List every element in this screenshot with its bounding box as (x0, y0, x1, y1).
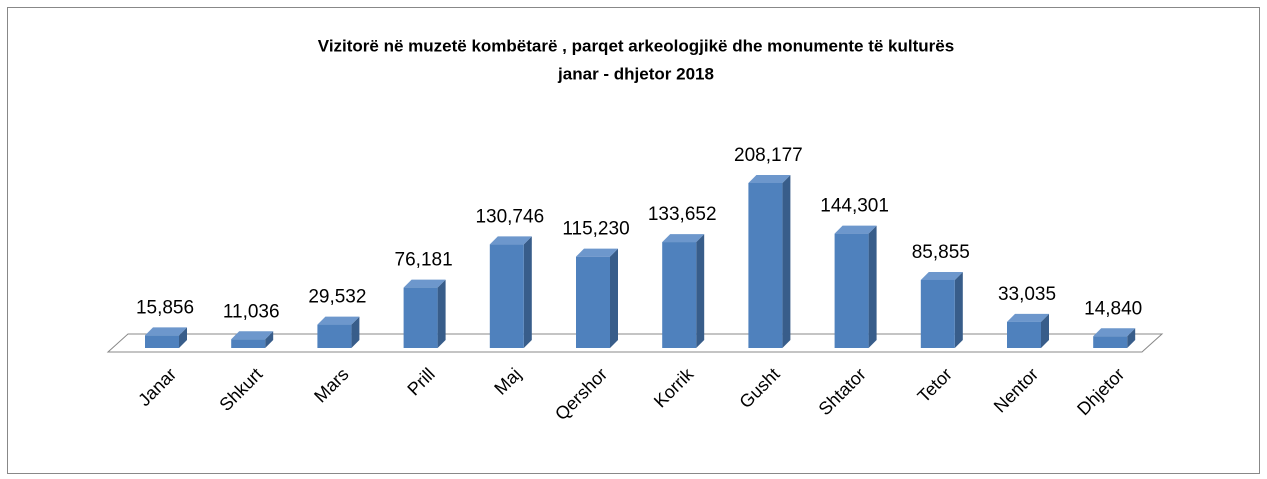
value-label: 33,035 (998, 284, 1056, 305)
bar-top (576, 248, 618, 257)
bar-side (782, 175, 791, 348)
value-label: 130,746 (475, 206, 544, 227)
bar-side (437, 279, 446, 348)
bar (920, 279, 955, 348)
bar (317, 324, 352, 348)
bar-side (179, 327, 187, 348)
bar-top (317, 316, 360, 325)
bar (834, 233, 869, 348)
bar (748, 183, 783, 348)
bar-top (662, 234, 705, 243)
bar-side (351, 316, 360, 348)
chart-subtitle: janar - dhjetor 2018 (557, 64, 714, 83)
bar-top (1093, 328, 1136, 337)
value-label: 133,652 (648, 204, 717, 225)
value-label: 11,036 (223, 301, 280, 322)
bar-top (834, 225, 877, 234)
bar (1007, 321, 1041, 348)
floor (106, 333, 1164, 353)
bar-top (748, 175, 791, 183)
value-label: 85,855 (912, 242, 970, 263)
bar-side (523, 236, 532, 348)
bar-side (868, 225, 877, 348)
value-label: 15,856 (136, 297, 194, 318)
bar-side (610, 248, 618, 348)
bar-side (696, 234, 705, 348)
bar (231, 339, 266, 348)
bar (576, 256, 610, 348)
value-label: 115,230 (562, 219, 629, 240)
bar (1093, 336, 1128, 348)
value-label: 76,181 (395, 250, 453, 271)
bar (145, 335, 179, 348)
bar-top (1007, 313, 1049, 322)
bar-top (403, 279, 446, 288)
value-label: 144,301 (820, 196, 889, 217)
value-label: 14,840 (1084, 298, 1142, 319)
bar-top (920, 271, 963, 280)
value-label: 208,177 (734, 145, 803, 166)
bar-top (231, 331, 274, 340)
chart-border (7, 7, 1260, 474)
value-label: 29,532 (308, 287, 366, 308)
bar-side (1041, 313, 1049, 348)
bar (662, 242, 697, 348)
bar-top (489, 236, 532, 245)
bar-side (1127, 328, 1136, 348)
bar (489, 244, 524, 348)
bar-top (145, 327, 187, 336)
bar (403, 287, 438, 348)
bar-side (954, 271, 963, 348)
bar-side (265, 331, 274, 348)
chart-title: Vizitorë në muzetë kombëtarë , parqet ar… (318, 36, 954, 55)
